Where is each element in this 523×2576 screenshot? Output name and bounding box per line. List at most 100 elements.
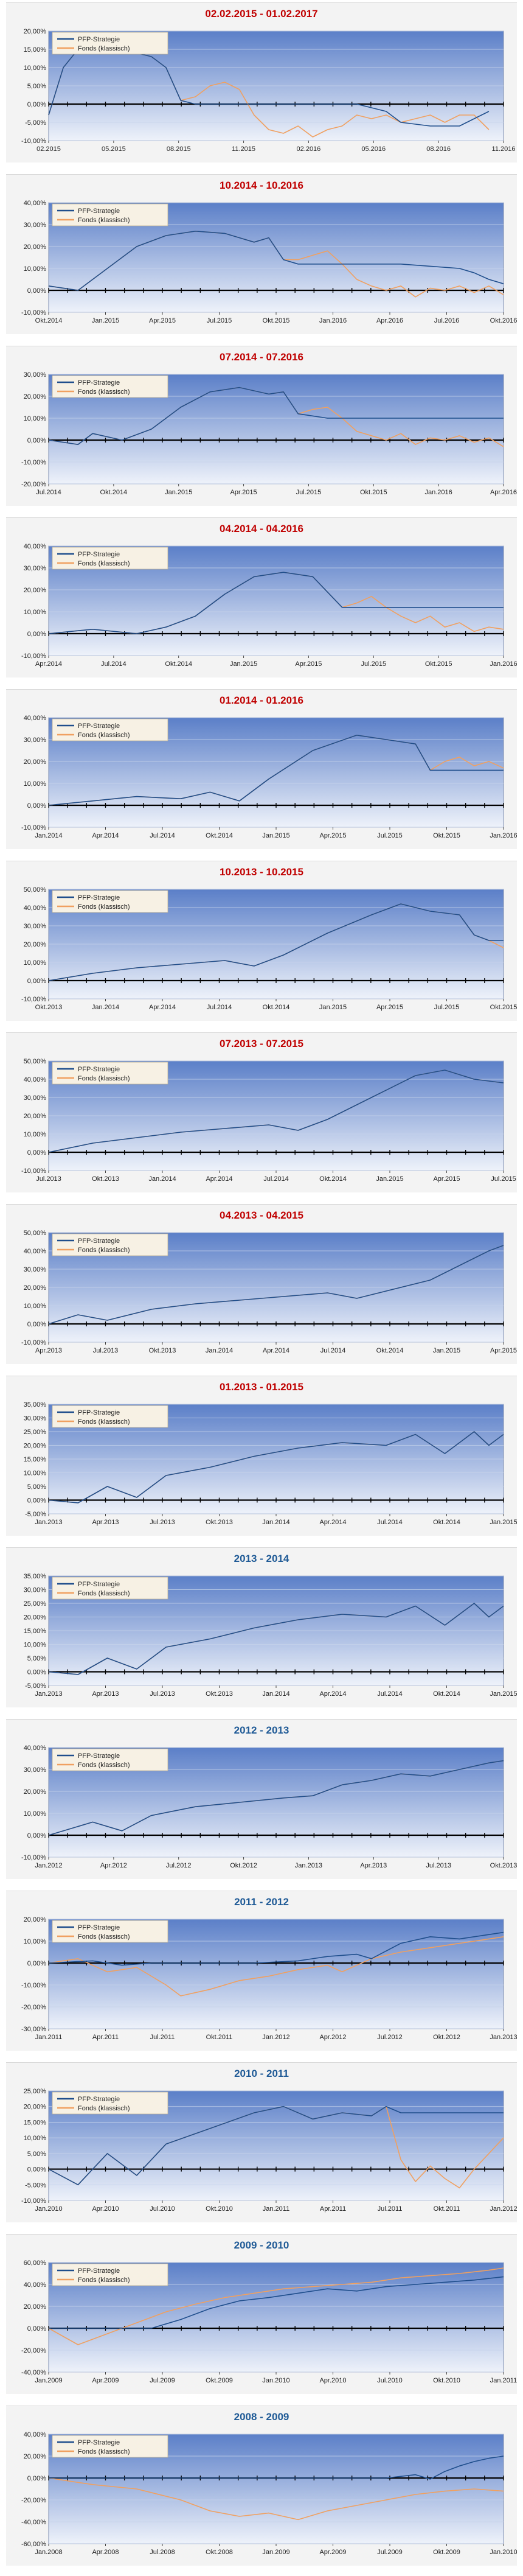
x-tick-label: Apr.2014 bbox=[319, 1519, 346, 1526]
x-tick-label: Jan.2012 bbox=[490, 2205, 517, 2213]
x-tick-label: Jul.2016 bbox=[434, 317, 460, 324]
x-tick-label: Okt.2011 bbox=[206, 2034, 233, 2041]
x-tick-label: Apr.2015 bbox=[490, 1347, 517, 1354]
y-tick-label: -10,00% bbox=[21, 1167, 46, 1175]
x-tick-label: 08.2016 bbox=[426, 145, 451, 153]
y-tick-label: 0,00% bbox=[27, 1960, 46, 1967]
legend-label-fund: Fonds (klassisch) bbox=[78, 2105, 130, 2112]
series-line-fonds-klassisch bbox=[48, 1936, 504, 1997]
legend-label-strategy: PFP-Strategie bbox=[78, 2096, 120, 2103]
legend-label-strategy: PFP-Strategie bbox=[78, 723, 120, 730]
series-line-pfp-strategie bbox=[48, 572, 504, 634]
y-tick-label: 30,00% bbox=[24, 565, 47, 572]
chart-panel: 2010 - 2011 25,00% 20,00% 15,00% 10,00% 5,00%… bbox=[6, 2062, 517, 2222]
y-tick-label: 20,00% bbox=[24, 2104, 47, 2111]
x-tick-label: Jan.2016 bbox=[425, 489, 452, 496]
y-tick-label: 0,00% bbox=[27, 1321, 46, 1328]
x-tick-label: Jul.2011 bbox=[150, 2034, 175, 2041]
y-tick-label: -10,00% bbox=[21, 459, 46, 466]
y-tick-label: -5,00% bbox=[25, 1511, 46, 1518]
y-tick-label: 50,00% bbox=[24, 1230, 47, 1237]
y-tick-label: 30,00% bbox=[24, 923, 47, 930]
y-tick-label: -40,00% bbox=[21, 2519, 46, 2526]
x-tick-label: Jan.2009 bbox=[35, 2377, 62, 2384]
y-tick-label: -60,00% bbox=[21, 2541, 46, 2548]
x-tick-label: Jan.2013 bbox=[295, 1862, 322, 1869]
x-tick-label: Jan.2015 bbox=[319, 1004, 347, 1011]
chart-plot: 50,00% 40,00% 30,00% 20,00% 10,00% 0,00% -10,0… bbox=[21, 1230, 517, 1354]
x-tick-label: Jan.2014 bbox=[148, 1175, 176, 1183]
chart-plot: 20,00%10,00%0,00%-10,00%-20,00%-30,00%Ja… bbox=[21, 1916, 517, 2041]
x-tick-label: Jul.2015 bbox=[377, 832, 403, 839]
x-tick-label: Apr.2010 bbox=[319, 2377, 346, 2384]
x-tick-label: Jan.2016 bbox=[490, 832, 517, 839]
y-tick-label: -20,00% bbox=[21, 481, 46, 488]
series-line-pfp-strategie bbox=[48, 1431, 504, 1503]
y-tick-label: 10,00% bbox=[24, 959, 47, 967]
x-tick-label: Jan.2014 bbox=[206, 1347, 233, 1354]
x-tick-label: Jul.2010 bbox=[377, 2377, 403, 2384]
y-tick-label: 10,00% bbox=[24, 65, 47, 72]
y-tick-label: 15,00% bbox=[24, 1456, 47, 1463]
x-tick-label: Apr.2015 bbox=[433, 1175, 460, 1183]
series-line-pfp-strategie bbox=[48, 1603, 504, 1675]
y-tick-label: -20,00% bbox=[21, 2497, 46, 2504]
x-tick-label: 05.2015 bbox=[102, 145, 126, 153]
series-line-pfp-strategie bbox=[48, 2105, 504, 2186]
x-tick-label: Jan.2011 bbox=[263, 2205, 289, 2213]
x-tick-label: Okt.2011 bbox=[434, 2205, 460, 2213]
x-tick-label: Apr.2016 bbox=[490, 489, 517, 496]
y-tick-label: -10,00% bbox=[21, 1339, 46, 1346]
y-tick-label: 0,00% bbox=[27, 802, 46, 810]
x-tick-label: Jan.2015 bbox=[376, 1175, 403, 1183]
legend-label-strategy: PFP-Strategie bbox=[78, 379, 120, 387]
x-tick-label: Okt.2014 bbox=[165, 660, 192, 668]
x-tick-label: Okt.2013 bbox=[149, 1347, 176, 1354]
y-tick-label: 20,00% bbox=[24, 1916, 47, 1923]
chart-panel: 10.2013 - 10.2015 50,00% 40,00% 30,00% 20,00… bbox=[6, 861, 517, 1021]
chart-panel: 01.2014 - 01.2016 40,00% 30,00% 20,00% 10,00… bbox=[6, 689, 517, 849]
y-tick-label: 0,00% bbox=[27, 287, 46, 295]
x-tick-label: Okt.2015 bbox=[490, 1004, 517, 1011]
chart-plot: 30,00%20,00%10,00%0,00%-10,00%-20,00%Jul… bbox=[21, 371, 517, 496]
x-tick-label: Jan.2016 bbox=[319, 317, 347, 324]
y-tick-label: 35,00% bbox=[24, 1401, 47, 1409]
x-tick-label: Jul.2009 bbox=[150, 2377, 175, 2384]
x-tick-label: Okt.2013 bbox=[206, 1519, 233, 1526]
x-tick-label: Jul.2013 bbox=[150, 1519, 175, 1526]
y-tick-label: 15,00% bbox=[24, 46, 47, 54]
chart-title: 2012 - 2013 bbox=[234, 1724, 289, 1736]
chart-plot: 40,00%30,00%20,00%10,00%0,00%-10,00%Apr.… bbox=[21, 543, 517, 668]
y-tick-label: 30,00% bbox=[24, 222, 47, 229]
x-tick-label: Jan.2015 bbox=[433, 1347, 460, 1354]
legend-label-fund: Fonds (klassisch) bbox=[78, 2448, 130, 2455]
x-tick-label: Jul.2013 bbox=[150, 1690, 175, 1698]
x-tick-label: Jan.2011 bbox=[490, 2377, 517, 2384]
x-tick-label: Jan.2010 bbox=[490, 2549, 517, 2556]
legend-label-fund: Fonds (klassisch) bbox=[78, 1247, 130, 1254]
x-tick-label: Jul.2014 bbox=[207, 1004, 232, 1011]
x-tick-label: Jul.2014 bbox=[263, 1175, 289, 1183]
legend-label-fund: Fonds (klassisch) bbox=[78, 560, 130, 567]
y-tick-label: -10,00% bbox=[21, 138, 46, 145]
x-tick-label: Okt.2015 bbox=[433, 832, 460, 839]
legend bbox=[52, 890, 168, 913]
x-tick-label: Jan.2013 bbox=[35, 1519, 62, 1526]
legend-label-fund: Fonds (klassisch) bbox=[78, 1762, 130, 1769]
y-tick-label: 10,00% bbox=[24, 265, 47, 273]
y-tick-label: 25,00% bbox=[24, 1429, 47, 1436]
x-tick-label: Jan.2012 bbox=[262, 2034, 289, 2041]
legend-label-strategy: PFP-Strategie bbox=[78, 1409, 120, 1416]
legend-label-strategy: PFP-Strategie bbox=[78, 2439, 120, 2446]
y-tick-label: 20,00% bbox=[24, 758, 47, 766]
x-tick-label: Jul.2010 bbox=[150, 2205, 175, 2213]
x-tick-label: Okt.2016 bbox=[490, 317, 517, 324]
x-tick-label: Apr.2016 bbox=[376, 317, 403, 324]
legend bbox=[52, 547, 168, 570]
x-tick-label: Apr.2015 bbox=[319, 832, 346, 839]
y-tick-label: 50,00% bbox=[24, 886, 47, 894]
x-tick-label: Jul.2009 bbox=[377, 2549, 403, 2556]
series-line-pfp-strategie bbox=[49, 2455, 504, 2480]
x-tick-label: Apr.2009 bbox=[319, 2549, 346, 2556]
legend-label-strategy: PFP-Strategie bbox=[78, 1752, 120, 1760]
